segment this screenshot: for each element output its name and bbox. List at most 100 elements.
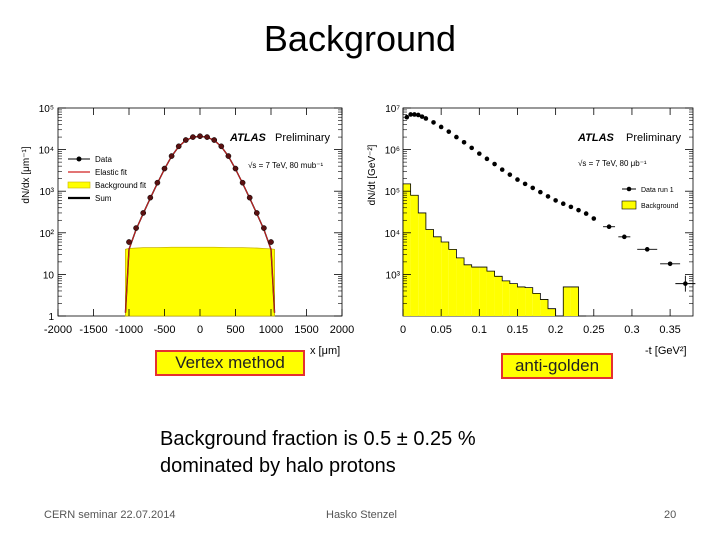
legend-label: Background fit bbox=[95, 181, 147, 190]
background-bar bbox=[479, 267, 487, 316]
left-plot-background bbox=[125, 246, 275, 317]
right-data-point bbox=[560, 201, 566, 207]
legend-background-swatch bbox=[67, 181, 91, 189]
left-data-point bbox=[268, 239, 274, 245]
right-data-point bbox=[553, 198, 558, 203]
slide-title: Background bbox=[263, 18, 457, 59]
left-data-point bbox=[154, 179, 161, 186]
right-x-tick-label: 0.1 bbox=[472, 324, 487, 336]
footer-center: Hasko Stenzel bbox=[326, 509, 397, 521]
right-plot-xlabel: -t [GeV²] bbox=[645, 345, 687, 357]
right-plot-tag: ATLAS bbox=[577, 132, 615, 144]
background-bar bbox=[471, 267, 480, 316]
background-bar bbox=[517, 286, 526, 316]
left-plot-tag-suffix: Preliminary bbox=[275, 132, 331, 144]
right-data-point bbox=[515, 177, 520, 182]
legend-background-swatch bbox=[621, 200, 637, 210]
right-x-tick-label: 0.35 bbox=[659, 324, 680, 336]
left-x-tick-label: 1500 bbox=[294, 324, 318, 336]
left-plot-xlabel: x [μm] bbox=[310, 345, 340, 357]
left-data-point bbox=[147, 194, 154, 201]
caption-line-1: Background fraction is 0.5 ± 0.25 % bbox=[160, 428, 476, 450]
right-data-point bbox=[522, 181, 528, 187]
left-data-point bbox=[261, 225, 267, 231]
right-x-tick-label: 0.15 bbox=[507, 324, 528, 336]
right-y-tick-label: 10⁴ bbox=[385, 229, 400, 240]
left-x-tick-label: -1500 bbox=[79, 324, 107, 336]
background-bar bbox=[509, 283, 518, 316]
right-data-point bbox=[644, 247, 650, 252]
right-data-point bbox=[484, 156, 490, 162]
left-data-point bbox=[133, 225, 139, 231]
right-data-point bbox=[446, 129, 452, 134]
background-bar bbox=[418, 212, 426, 316]
background-bar bbox=[425, 229, 434, 316]
left-data-point bbox=[197, 133, 203, 140]
background-bar bbox=[441, 242, 449, 316]
right-data-point bbox=[507, 172, 513, 177]
left-y-tick-label: 10⁵ bbox=[39, 104, 54, 115]
background-caption: Background fraction is 0.5 ± 0.25 % domi… bbox=[160, 426, 476, 480]
left-data-point bbox=[182, 137, 189, 143]
right-x-tick-label: 0.2 bbox=[548, 324, 563, 336]
right-x-tick-label: 0.25 bbox=[583, 324, 604, 336]
left-x-tick-label: 2000 bbox=[330, 324, 354, 336]
right-data-point bbox=[499, 167, 505, 172]
left-data-point bbox=[204, 134, 210, 140]
footer-left: CERN seminar 22.07.2014 bbox=[44, 509, 176, 521]
left-x-tick-label: -500 bbox=[153, 324, 175, 336]
right-plot: 0 0.05 0.1 0.15 0.2 0.25 0.3 0.35 10³ 10⁴ 10⁵ 10⁶ 10… bbox=[367, 104, 696, 357]
right-y-tick-label: 10⁶ bbox=[385, 146, 400, 157]
left-x-tick-label: 1000 bbox=[259, 324, 283, 336]
right-x-tick-label: 0 bbox=[400, 324, 406, 336]
left-plot: -2000 -1500 -1000 -500 0 500 1000 1500 2000 1 10 10… bbox=[21, 104, 354, 357]
background-bar bbox=[448, 249, 457, 316]
right-y-tick-label: 10⁷ bbox=[385, 104, 400, 115]
right-x-tick-label: 0.3 bbox=[624, 324, 639, 336]
right-y-tick-label: 10³ bbox=[386, 270, 401, 281]
background-bar bbox=[540, 299, 548, 316]
background-bar bbox=[456, 257, 465, 316]
legend-data-marker bbox=[76, 156, 82, 162]
left-plot-points bbox=[126, 133, 274, 245]
left-data-point bbox=[161, 165, 168, 172]
background-bar bbox=[570, 286, 579, 316]
legend-label: Sum bbox=[95, 194, 112, 203]
left-data-point bbox=[126, 239, 132, 245]
right-data-point bbox=[606, 224, 612, 230]
right-data-point bbox=[454, 134, 459, 140]
right-data-point bbox=[538, 189, 543, 195]
footer-page-number: 20 bbox=[664, 509, 677, 521]
legend-label: Background bbox=[641, 203, 678, 210]
vertex-method-box: Vertex method bbox=[155, 350, 305, 376]
legend-label: Elastic fit bbox=[95, 168, 128, 177]
left-data-point bbox=[140, 210, 147, 216]
left-y-tick-label: 1 bbox=[48, 312, 54, 323]
right-data-point bbox=[438, 124, 444, 130]
right-data-point bbox=[415, 112, 421, 118]
left-data-point bbox=[175, 143, 182, 150]
left-data-point bbox=[218, 143, 225, 150]
background-bar bbox=[502, 280, 510, 316]
right-data-point bbox=[469, 145, 474, 151]
right-data-point bbox=[591, 216, 597, 221]
right-data-point bbox=[568, 204, 574, 210]
left-data-point bbox=[239, 179, 246, 186]
right-data-point bbox=[576, 207, 581, 213]
right-plot-background-histogram bbox=[402, 183, 587, 317]
background-bar bbox=[433, 236, 442, 316]
left-x-tick-label: -2000 bbox=[44, 324, 72, 336]
left-data-point bbox=[190, 134, 196, 140]
left-y-tick-label: 10 bbox=[43, 270, 55, 281]
left-plot-ylabel: dN/dx [μm⁻¹] bbox=[21, 146, 32, 203]
right-data-point bbox=[545, 194, 551, 199]
right-data-point bbox=[530, 185, 536, 191]
legend-label: Data bbox=[95, 155, 112, 164]
caption-line-2: dominated by halo protons bbox=[160, 455, 396, 477]
left-plot-legend: Data Elastic fit Background fit Sum bbox=[67, 155, 147, 203]
right-data-point bbox=[431, 120, 436, 125]
right-data-point bbox=[408, 112, 413, 117]
left-y-tick-label: 10⁴ bbox=[39, 146, 54, 157]
left-data-point bbox=[211, 137, 218, 143]
left-plot-energy: √s = 7 TeV, 80 mub⁻¹ bbox=[248, 161, 323, 170]
